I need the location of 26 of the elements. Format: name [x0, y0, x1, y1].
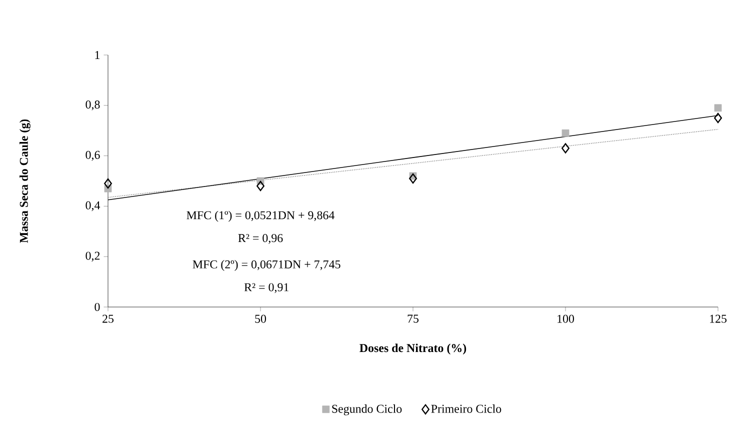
x-tick-label: 25 [102, 314, 114, 323]
legend-label: Segundo Ciclo [332, 404, 402, 416]
x-tick-label: 50 [255, 314, 266, 323]
point [256, 180, 264, 192]
point [562, 129, 570, 137]
y-tick-label: 1 [95, 51, 100, 59]
point [562, 143, 570, 154]
y-tick-label: 0 [94, 302, 100, 312]
annotation: MFC (2º) = 0,0671DN + 7,745 [192, 260, 340, 271]
annotation: R² = 0,96 [238, 234, 283, 244]
legend-label: Primeiro Ciclo [431, 404, 502, 413]
x-axis-title: Doses de Nitrato (%) [360, 344, 466, 355]
point [714, 104, 722, 112]
line-series [108, 128, 718, 198]
point [104, 178, 112, 189]
annotation: R² = 0,91 [244, 283, 288, 293]
x-tick-label: 125 [710, 314, 727, 323]
y-axis-title: Massa Seca do Caule (g) [20, 119, 30, 243]
point [409, 173, 417, 184]
x-tick-label: 75 [408, 314, 419, 323]
x-tick-label: 100 [558, 314, 574, 323]
y-tick-label: 0,4 [86, 201, 100, 212]
y-tick-label: 0,8 [86, 100, 100, 110]
annotation: MFC (1º) = 0,0521DN + 9,864 [186, 210, 334, 222]
y-tick-label: 0,2 [86, 252, 100, 262]
y-tick-label: 0,6 [86, 150, 100, 161]
